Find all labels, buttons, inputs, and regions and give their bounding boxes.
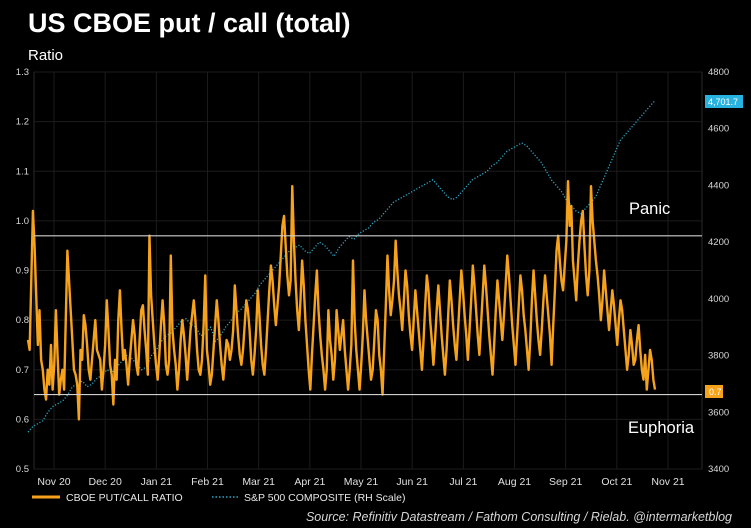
y-tick-label-right: 4800: [708, 67, 729, 78]
y-axis-label: Ratio: [28, 47, 63, 64]
source-note: Source: Refinitiv Datastream / Fathom Co…: [306, 510, 732, 524]
x-tick-label: Mar 21: [242, 476, 275, 488]
y-tick-label-right: 4200: [708, 237, 729, 248]
series-layer: [26, 99, 657, 433]
panic-label: Panic: [629, 200, 670, 218]
y-tick-label-left: 1.1: [16, 166, 29, 177]
spx-badge-text: 4,701.7: [708, 97, 738, 107]
y-tick-label-left: 0.9: [16, 266, 29, 277]
x-tick-label: Oct 21: [601, 476, 632, 488]
y-tick-label-right: 3400: [708, 464, 729, 475]
ratio-last-value-badge: 0.7: [705, 385, 723, 398]
series-line-spx: [27, 99, 656, 433]
x-tick-label: Nov 21: [651, 476, 684, 488]
x-tick-label: May 21: [344, 476, 379, 488]
ratio-badge-text: 0.7: [709, 387, 722, 397]
euphoria-label: Euphoria: [628, 419, 695, 437]
x-tick-label: Jun 21: [396, 476, 428, 488]
x-tick-label: Feb 21: [191, 476, 224, 488]
y-tick-label-left: 0.8: [16, 315, 29, 326]
x-tick-label: Dec 20: [89, 476, 122, 488]
y-tick-label-left: 1.2: [16, 117, 29, 128]
x-tick-label: Sep 21: [549, 476, 582, 488]
y-tick-label-right: 3800: [708, 351, 729, 362]
series-line-put-call-ratio: [26, 179, 657, 421]
legend-label-spx: S&P 500 COMPOSITE (RH Scale): [244, 492, 405, 504]
legend-label-ratio: CBOE PUT/CALL RATIO: [66, 492, 183, 504]
x-axis-ticks: Nov 20 Dec 20 Jan 21 Feb 21 Mar 21 Apr 21 May …: [37, 476, 684, 488]
legend: CBOE PUT/CALL RATIO S&P 500 COMPOSITE (R…: [32, 492, 405, 504]
y-tick-label-right: 4000: [708, 294, 729, 305]
x-tick-label: Nov 20: [37, 476, 70, 488]
chart-title: US CBOE put / call (total): [28, 8, 351, 38]
y-tick-label-right: 4600: [708, 124, 729, 135]
x-tick-label: Jan 21: [141, 476, 173, 488]
y-axis-left-ticks: 0.5 0.6 0.7 0.8 0.9 1.0 1.1 1.2 1.3: [16, 67, 29, 475]
x-tick-label: Aug 21: [498, 476, 531, 488]
reference-lines: [34, 235, 702, 396]
y-tick-label-left: 0.5: [16, 464, 29, 475]
y-tick-label-right: 4400: [708, 180, 729, 191]
y-axis-right-ticks: 3400 3600 3800 4000 4200 4400 4600 4800: [708, 67, 729, 475]
y-tick-label-right: 3600: [708, 407, 729, 418]
y-tick-label-left: 1.3: [16, 67, 29, 78]
y-tick-label-left: 1.0: [16, 216, 29, 227]
y-tick-label-left: 0.7: [16, 365, 29, 376]
y-tick-label-left: 0.6: [16, 414, 29, 425]
spx-badge-bg: [705, 95, 743, 108]
ratio-badge-bg: [705, 385, 723, 398]
spx-last-value-badge: 4,701.7: [705, 95, 743, 108]
x-tick-label: Jul 21: [449, 476, 477, 488]
x-tick-label: Apr 21: [294, 476, 325, 488]
